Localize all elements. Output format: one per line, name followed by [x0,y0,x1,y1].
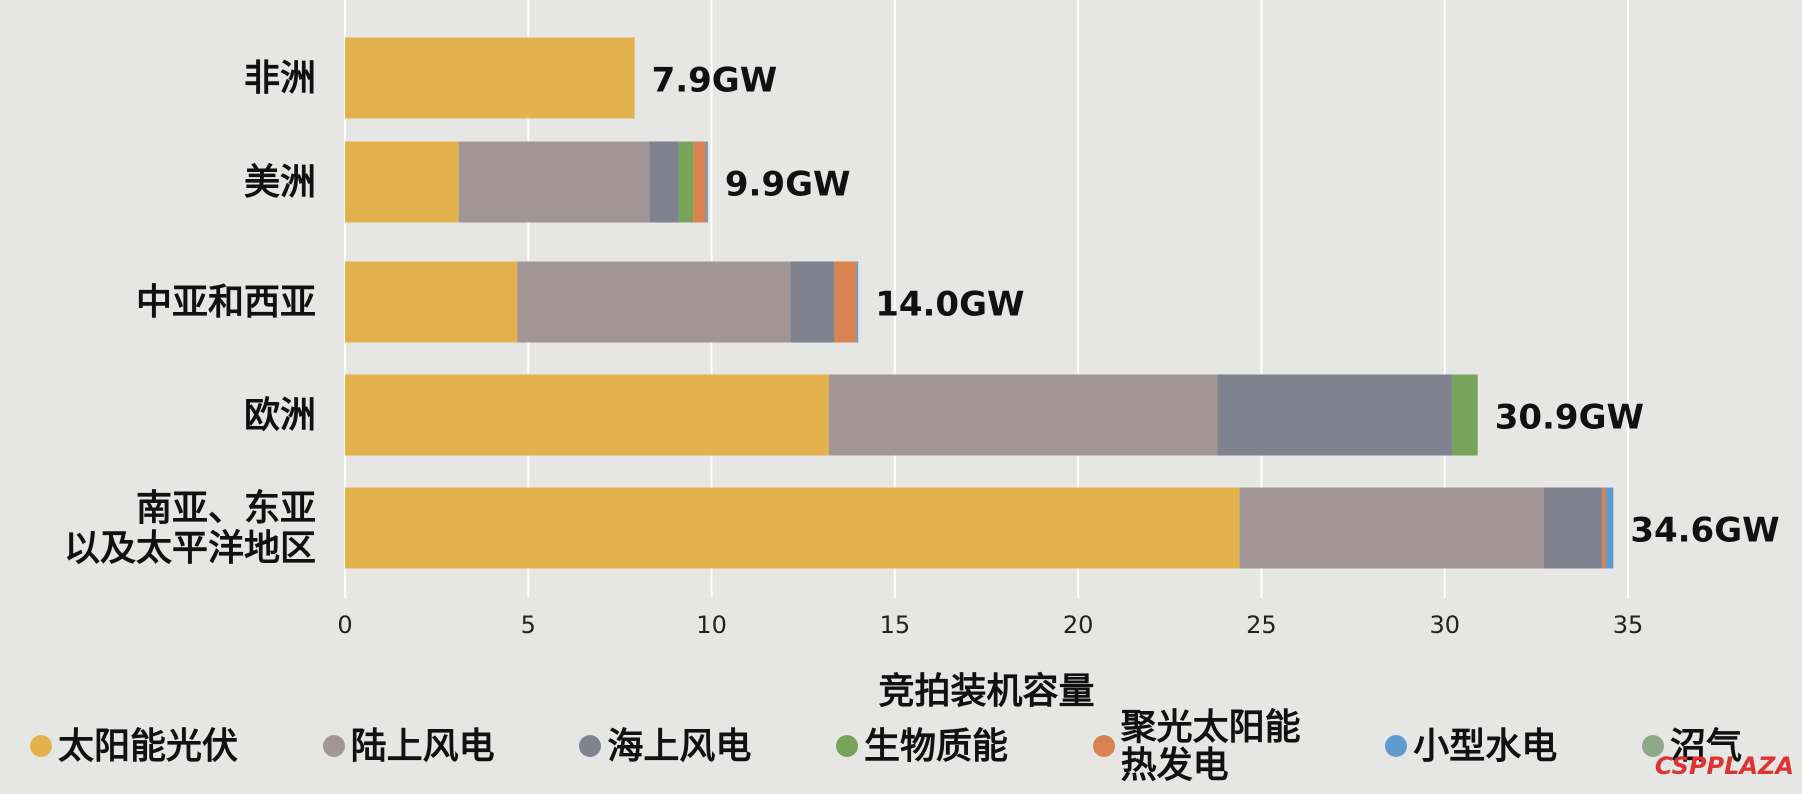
total-label: 30.9GW [1495,398,1644,438]
legend-label: 生物质能 [863,726,1008,766]
x-tick-label: 5 [521,611,536,639]
bar-segment [1606,487,1614,569]
bar-segment [706,141,708,223]
bar-segment [345,141,459,223]
legend-label: 聚光太阳能 热发电 [1120,707,1301,785]
legend-item: 陆上风电 [322,726,495,766]
y-tick-label: 南亚、东亚 以及太平洋地区 [63,488,316,568]
legend-item: 沼气 [1641,726,1742,766]
legend-item: 生物质能 [835,726,1008,766]
bar-segment [345,37,635,119]
legend-label: 小型水电 [1413,726,1558,766]
watermark: CSPPLAZA [1654,752,1794,780]
legend-marker [579,735,602,757]
x-tick-label: 0 [337,611,352,639]
legend-marker [1385,735,1408,757]
x-axis-label: 竞拍装机容量 [878,671,1095,711]
legend: 太阳能光伏 陆上风电 海上风电 生物质能 聚光太阳能 热发电 小型水电 沼气 [30,704,1742,788]
legend-item: 太阳能光伏 [30,727,238,765]
legend-item: 聚光太阳能 热发电 [1092,707,1301,785]
bar-segment [1452,374,1478,456]
legend-marker [322,735,345,757]
bar-segment [1217,374,1453,456]
bar-segment [345,487,1240,569]
legend-label: 太阳能光伏 [58,726,239,766]
bar-segment [1239,487,1544,569]
bar-segment [693,141,707,223]
legend-marker [1092,735,1115,757]
x-tick-label: 25 [1246,611,1277,639]
legend-item: 海上风电 [579,727,751,765]
legend-label: 海上风电 [607,726,752,766]
bar-segment [345,261,518,343]
x-tick-label: 15 [880,611,911,639]
bar-segment [458,141,650,223]
x-tick-label: 35 [1613,611,1644,639]
legend-label: 陆上风电 [350,726,495,766]
total-label: 7.9GW [652,61,778,101]
legend-label: 沼气 [1669,726,1742,766]
bar-segment [345,374,829,456]
bar-segment [678,141,694,223]
y-tick-label: 中亚和西亚 [135,282,316,322]
total-label: 14.0GW [875,285,1024,325]
bar-segment [1602,487,1607,569]
bar-segment [1543,487,1603,569]
y-tick-label: 美洲 [243,162,316,202]
y-tick-label: 非洲 [243,58,316,98]
bar-segment [517,261,791,343]
legend-marker [1641,735,1664,757]
bar-segment [790,261,835,343]
legend-marker [30,735,52,757]
x-tick-label: 20 [1063,611,1094,639]
total-label: 9.9GW [725,165,851,205]
legend-marker [835,735,858,757]
y-tick-label: 欧洲 [243,395,316,435]
total-label: 34.6GW [1630,511,1779,551]
bar-segment [649,141,679,223]
x-tick-label: 10 [696,611,727,639]
bar-segment [856,261,859,343]
x-tick-label: 30 [1429,611,1460,639]
bar-segment [834,261,857,343]
legend-item: 小型水电 [1385,727,1557,765]
bar-segment [828,374,1218,456]
